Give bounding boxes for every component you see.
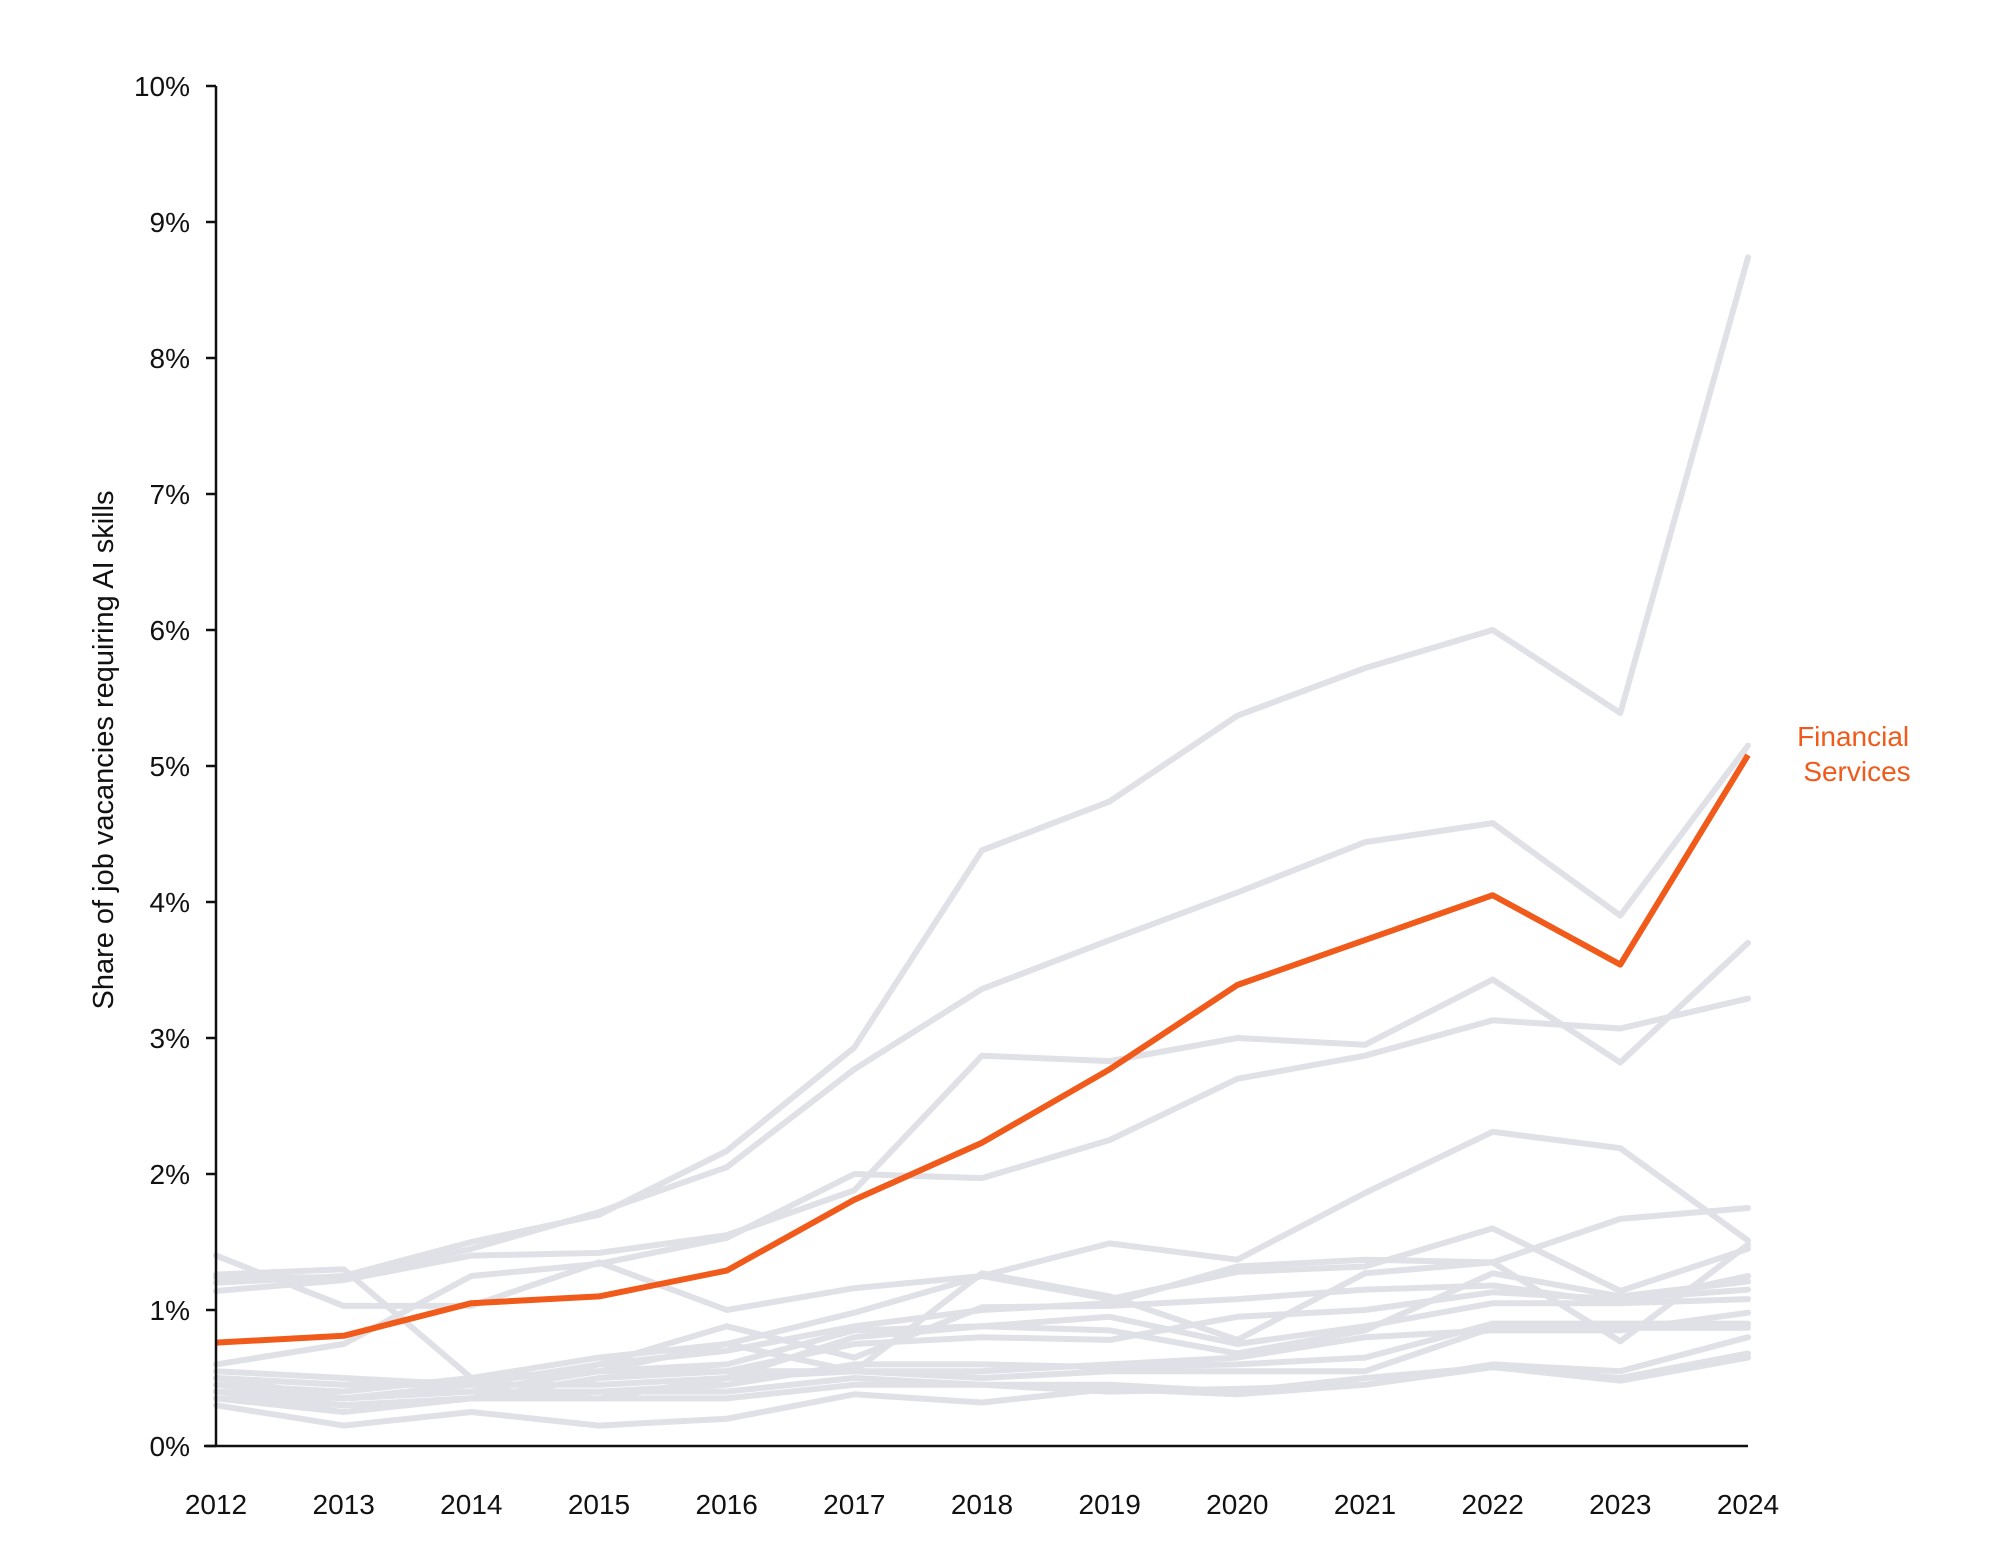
x-tick-label: 2021: [1334, 1489, 1396, 1520]
y-tick-label: 7%: [150, 479, 190, 510]
x-tick-label: 2020: [1206, 1489, 1268, 1520]
industry-series-line-1: [213, 254, 1751, 1286]
y-tick-label: 0%: [150, 1431, 190, 1462]
y-ticks: 0% 1% 2% 3% 4% 5% 6% 7% 8% 9% 10%: [134, 71, 216, 1462]
x-tick-label: 2022: [1462, 1489, 1524, 1520]
y-tick-label: 9%: [150, 207, 190, 238]
industry-series-line-3: [213, 939, 1751, 1294]
industry-series-line-12: [213, 1296, 1751, 1402]
industry-series-line-2: [213, 742, 1751, 1281]
highlight-series-group: [215, 753, 1751, 1346]
x-tick-label: 2014: [440, 1489, 502, 1520]
y-axis-title: Share of job vacancies requiring AI skil…: [88, 490, 120, 1009]
y-tick-label: 1%: [150, 1295, 190, 1326]
x-tick-label: 2013: [313, 1489, 375, 1520]
industry-series-line-7: [213, 1225, 1751, 1313]
x-tick-label: 2023: [1589, 1489, 1651, 1520]
y-tick-label: 8%: [150, 343, 190, 374]
industry-series-line-4: [213, 995, 1751, 1368]
y-tick-label: 4%: [150, 887, 190, 918]
x-tick-label: 2017: [823, 1489, 885, 1520]
financial-services-label-line-2: Services: [1803, 756, 1910, 787]
industry-series-line-18: [213, 1354, 1751, 1429]
financial-services-label: Financial Services: [1797, 721, 1917, 787]
y-tick-label: 5%: [150, 751, 190, 782]
x-tick-label: 2024: [1717, 1489, 1779, 1520]
x-tick-label: 2016: [696, 1489, 758, 1520]
industry-series-line-15: [213, 1324, 1751, 1388]
y-tick-label: 2%: [150, 1159, 190, 1190]
y-tick-label: 3%: [150, 1023, 190, 1054]
industry-series-line-14: [213, 1320, 1751, 1402]
financial-services-line: [215, 753, 1751, 1346]
x-ticks: 2012 2013 2014 2015 2016 2017 2018 2019 2020 2021…: [185, 1489, 1779, 1520]
financial-services-label-line-1: Financial: [1797, 721, 1909, 752]
x-tick-label: 2018: [951, 1489, 1013, 1520]
x-tick-label: 2019: [1079, 1489, 1141, 1520]
y-tick-label: 10%: [134, 71, 190, 102]
x-tick-label: 2015: [568, 1489, 630, 1520]
x-tick-label: 2012: [185, 1489, 247, 1520]
background-series-group: [213, 254, 1751, 1429]
y-tick-label: 6%: [150, 615, 190, 646]
